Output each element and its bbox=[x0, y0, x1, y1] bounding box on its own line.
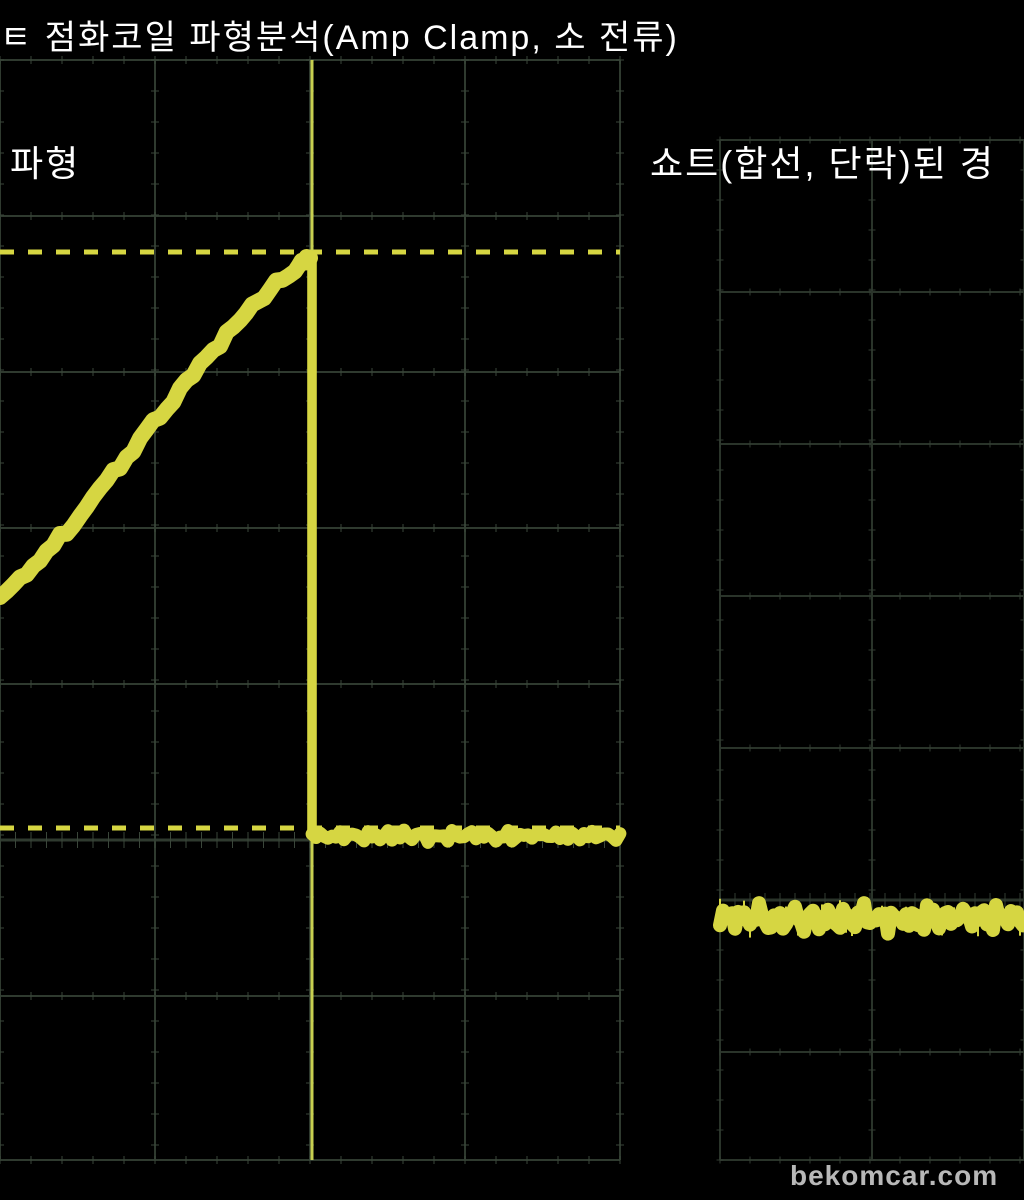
oscilloscope-screenshot: { "canvas": { "width": 1024, "height": 1… bbox=[0, 0, 1024, 1200]
right-panel-label: 쇼트(합선, 단락)된 경 bbox=[650, 135, 995, 187]
main-title: ㅌ 점화코일 파형분석(Amp Clamp, 소 전류) bbox=[0, 10, 679, 59]
left-panel-label: 파형 bbox=[10, 135, 80, 187]
watermark: bekomcar.com bbox=[790, 1160, 998, 1192]
